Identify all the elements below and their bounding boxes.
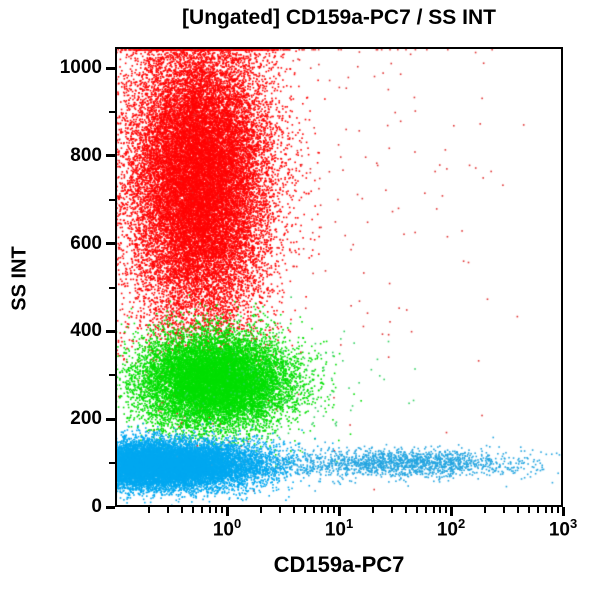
x-axis-minor-tick (327, 507, 330, 513)
x-axis-major-tick (449, 507, 453, 516)
x-axis-minor-tick (147, 507, 150, 513)
x-axis-minor-tick (517, 507, 520, 513)
x-axis-minor-tick (259, 507, 262, 513)
y-axis-major-tick (106, 329, 115, 333)
x-axis-minor-tick (215, 507, 218, 513)
y-axis-title: SS INT (8, 246, 31, 311)
y-axis-tick-label: 0 (91, 496, 102, 517)
x-axis-minor-tick (432, 507, 435, 513)
x-tick-base: 10 (548, 519, 570, 541)
x-axis-minor-tick (503, 507, 506, 513)
x-axis-minor-tick (439, 507, 442, 513)
x-axis-minor-tick (293, 507, 296, 513)
x-tick-exponent: 3 (569, 516, 578, 531)
x-tick-base: 10 (324, 519, 346, 541)
y-axis-minor-tick (109, 374, 115, 377)
y-axis-tick-label: 600 (70, 232, 102, 254)
x-axis-minor-tick (425, 507, 428, 513)
x-axis-minor-tick (313, 507, 316, 513)
x-axis-minor-tick (528, 507, 531, 513)
y-axis-tick-label: 1000 (59, 57, 102, 79)
x-axis-tick-label: 103 (528, 516, 598, 541)
y-axis-major-tick (106, 66, 115, 70)
x-axis-minor-tick (181, 507, 184, 513)
x-tick-base: 10 (436, 519, 458, 541)
x-axis-minor-tick (192, 507, 195, 513)
x-axis-minor-tick (416, 507, 419, 513)
y-axis-minor-tick (109, 462, 115, 465)
y-axis-major-tick (106, 505, 115, 509)
x-axis-tick-label: 102 (416, 516, 486, 541)
plot-title: [Ungated] CD159a-PC7 / SS INT (182, 6, 496, 29)
y-axis-tick-label: 200 (70, 408, 102, 430)
x-axis-tick-label: 101 (304, 516, 374, 541)
x-axis-minor-tick (556, 507, 559, 513)
x-tick-exponent: 2 (457, 516, 466, 531)
x-axis-minor-tick (279, 507, 282, 513)
x-tick-exponent: 1 (345, 516, 354, 531)
y-axis-major-tick (106, 242, 115, 246)
y-axis-tick-label: 400 (70, 320, 102, 342)
y-axis-tick-label: 800 (70, 144, 102, 166)
x-axis-title: CD159a-PC7 (273, 552, 405, 577)
x-axis-major-tick (561, 507, 565, 516)
x-axis-minor-tick (551, 507, 554, 513)
x-axis-minor-tick (208, 507, 211, 513)
x-axis-minor-tick (304, 507, 307, 513)
x-axis-minor-tick (220, 507, 223, 513)
x-axis-minor-tick (201, 507, 204, 513)
plot-frame (115, 47, 563, 507)
x-tick-exponent: 0 (233, 516, 242, 531)
scatter-plot-area (115, 47, 563, 507)
x-axis-minor-tick (320, 507, 323, 513)
x-axis-major-tick (337, 507, 341, 516)
y-axis-major-tick (106, 154, 115, 158)
x-axis-minor-tick (332, 507, 335, 513)
x-axis-major-tick (225, 507, 229, 516)
x-tick-base: 10 (212, 519, 234, 541)
y-axis-minor-tick (109, 110, 115, 113)
x-axis-minor-tick (405, 507, 408, 513)
x-axis-tick-label: 100 (192, 516, 262, 541)
y-axis-minor-tick (109, 286, 115, 289)
y-axis-major-tick (106, 417, 115, 421)
x-axis-minor-tick (544, 507, 547, 513)
y-axis-minor-tick (109, 198, 115, 201)
x-axis-minor-tick (167, 507, 170, 513)
x-axis-minor-tick (483, 507, 486, 513)
x-axis-minor-tick (444, 507, 447, 513)
x-axis-minor-tick (537, 507, 540, 513)
x-axis-minor-tick (391, 507, 394, 513)
x-axis-minor-tick (371, 507, 374, 513)
